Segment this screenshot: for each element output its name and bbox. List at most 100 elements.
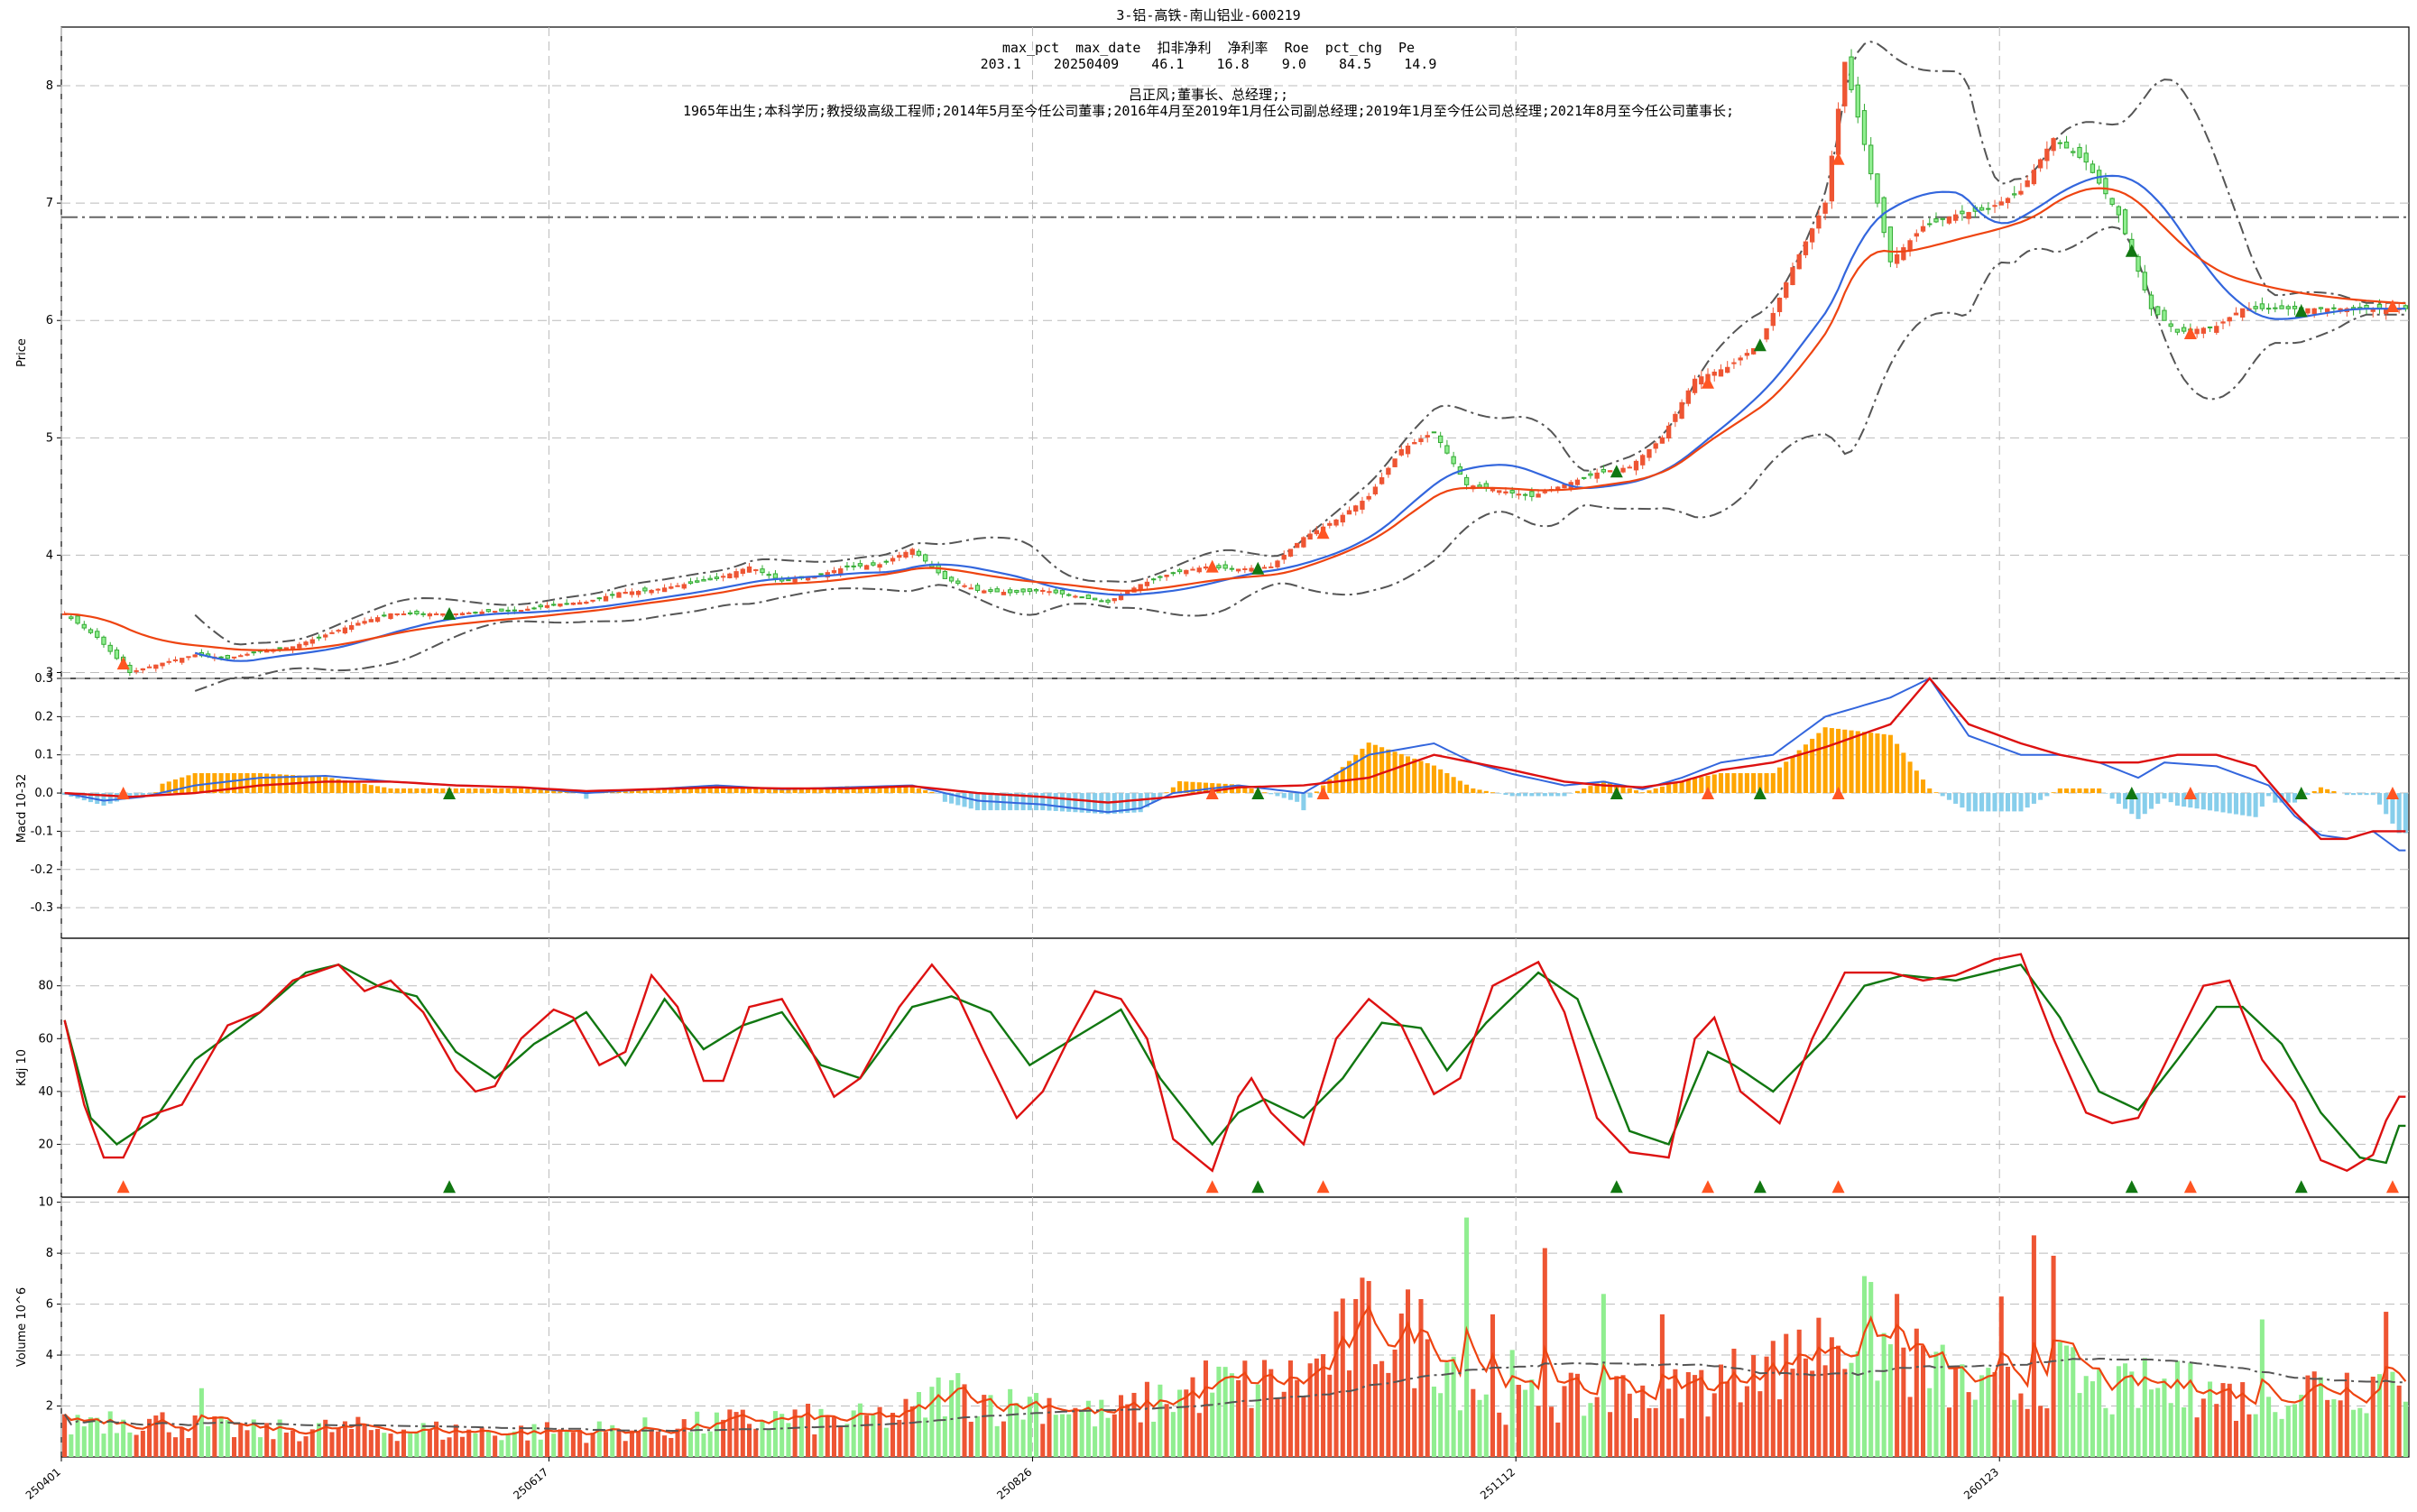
candle [382, 614, 387, 617]
candle [2044, 148, 2050, 161]
y-axis-label: Kdj 10 [15, 1049, 29, 1086]
candle [1933, 217, 1939, 223]
macd-bar [721, 785, 726, 794]
volume-bar [1796, 1329, 1802, 1457]
kdj-signal-down [1610, 1180, 1623, 1194]
macd-bar [2025, 793, 2030, 808]
macd-bar [1138, 793, 1143, 813]
y-axis-label: Macd 10-32 [15, 774, 29, 844]
volume-bar [747, 1424, 752, 1457]
bollinger-lower [194, 226, 2406, 692]
candle [1582, 476, 1587, 479]
volume-bar [727, 1409, 733, 1457]
candle [1477, 484, 1482, 488]
volume-bar [603, 1432, 609, 1457]
candle [897, 555, 902, 558]
macd-bar [198, 773, 204, 794]
macd-bar [1503, 793, 1508, 796]
macd-bar [2103, 793, 2108, 794]
volume-bar [890, 1413, 896, 1457]
macd-bar [440, 788, 446, 794]
macd-bar [186, 775, 191, 794]
volume-bar [1992, 1371, 1997, 1457]
volume-bar [2083, 1376, 2089, 1457]
candle [968, 587, 973, 590]
macd-bar [329, 778, 335, 794]
volume-bar [864, 1415, 870, 1457]
price-signal-up [1831, 152, 1845, 165]
macd-bar [695, 786, 700, 794]
candle [2122, 209, 2128, 235]
candle [916, 550, 922, 556]
candle [1242, 567, 1248, 570]
volume-bar [1210, 1392, 1215, 1457]
volume-bar [1822, 1365, 1828, 1457]
volume-bar [577, 1430, 583, 1457]
volume-bar [2214, 1404, 2219, 1457]
macd-bar [1184, 781, 1189, 794]
macd-bar [1699, 777, 1704, 794]
volume-bar [401, 1429, 406, 1457]
volume-bar [1059, 1414, 1065, 1457]
macd-bar [1685, 779, 1691, 794]
candle [1673, 413, 1678, 422]
volume-bar [838, 1426, 844, 1457]
macd-bar [1568, 793, 1573, 794]
macd-bar [806, 788, 811, 794]
volume-bar [2384, 1312, 2389, 1457]
volume-bar [1085, 1400, 1091, 1457]
volume-bar [655, 1431, 660, 1457]
candle [1249, 567, 1254, 572]
volume-bar [857, 1403, 863, 1457]
volume-bar [519, 1425, 524, 1457]
volume-bar [844, 1424, 850, 1457]
candle [1907, 240, 1913, 251]
volume-bar [1914, 1328, 1919, 1457]
candle [1386, 467, 1391, 475]
macd-bar [798, 788, 804, 794]
macd-bar [1392, 751, 1398, 794]
volume-bar [1301, 1396, 1306, 1457]
volume-bar [1895, 1294, 1900, 1457]
candle [2103, 178, 2108, 195]
volume-bar [1190, 1377, 1195, 1457]
volume-bar [1229, 1373, 1234, 1457]
candle [2083, 152, 2089, 163]
volume-bar [2259, 1319, 2265, 1457]
candle [642, 587, 648, 592]
macd-bar [244, 773, 250, 794]
candle [1725, 366, 1730, 373]
macd-bar [2064, 788, 2070, 794]
macd-bar [2194, 793, 2200, 809]
volume-bar [2174, 1360, 2180, 1457]
macd-bar [1438, 769, 1444, 794]
candle [687, 581, 694, 585]
candle [2109, 198, 2115, 205]
macd-bar [1314, 791, 1319, 794]
stats-values: 203.1 20250409 46.1 16.8 9.0 84.5 14.9 [980, 56, 1437, 72]
price-signal-up [2385, 299, 2399, 312]
macd-bar [1360, 748, 1365, 794]
candle [1073, 595, 1078, 598]
volume-bar [493, 1435, 498, 1457]
macd-bar [662, 788, 668, 794]
macd-bar [1640, 792, 1646, 794]
volume-bar [1242, 1360, 1248, 1457]
macd-bar [675, 787, 680, 794]
macd-bar [1047, 793, 1052, 811]
volume-bar [382, 1433, 387, 1457]
candle [166, 660, 171, 663]
volume-bar [1287, 1360, 1293, 1457]
candle [1418, 438, 1424, 443]
candle [766, 574, 771, 576]
kdj-signal-up [2385, 1180, 2399, 1194]
macd-bar [923, 790, 928, 794]
volume-bar [1829, 1337, 1834, 1457]
candle [1398, 448, 1404, 456]
volume-bar [721, 1419, 726, 1457]
candle [2116, 206, 2122, 216]
volume-bar [642, 1417, 648, 1457]
volume-bar [1249, 1407, 1254, 1457]
volume-bar [544, 1422, 549, 1457]
